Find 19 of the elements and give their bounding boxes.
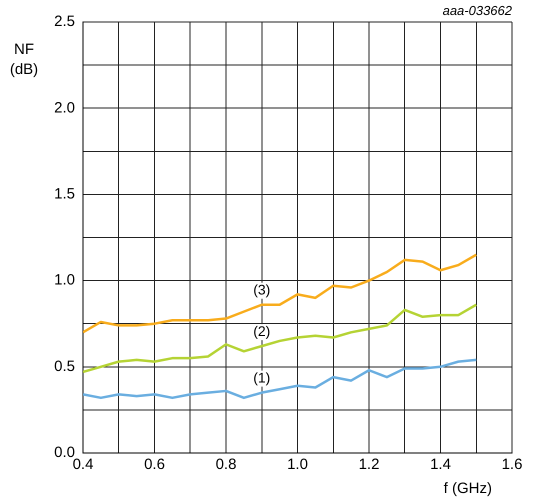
y-axis-title: NF (dB) bbox=[10, 41, 38, 78]
y-tick-label: 1.0 bbox=[54, 272, 75, 289]
x-tick-label: 1.2 bbox=[358, 456, 380, 474]
text: aaa-033662 bbox=[442, 3, 513, 18]
y-tick-label: 2.5 bbox=[54, 13, 75, 30]
x-tick-label: 0.8 bbox=[216, 456, 236, 474]
x-tick-label: 1.6 bbox=[502, 456, 522, 474]
y-tick-label: 1.5 bbox=[54, 186, 75, 203]
x-tick-label: 0.6 bbox=[144, 456, 165, 474]
x-tick-label: 1.4 bbox=[430, 456, 451, 474]
y-tick-label: 2.0 bbox=[54, 99, 75, 116]
x-axis-title: f (GHz) bbox=[444, 480, 492, 498]
x-tick-label: 1.0 bbox=[287, 456, 308, 474]
y-tick-label: 0.0 bbox=[54, 444, 75, 462]
x-tick-label: 0.4 bbox=[72, 456, 94, 474]
y-tick-label: 0.5 bbox=[54, 358, 75, 375]
series-label: (2) bbox=[253, 322, 270, 339]
series-label: (1) bbox=[253, 370, 270, 386]
series-label: (3) bbox=[253, 282, 270, 298]
